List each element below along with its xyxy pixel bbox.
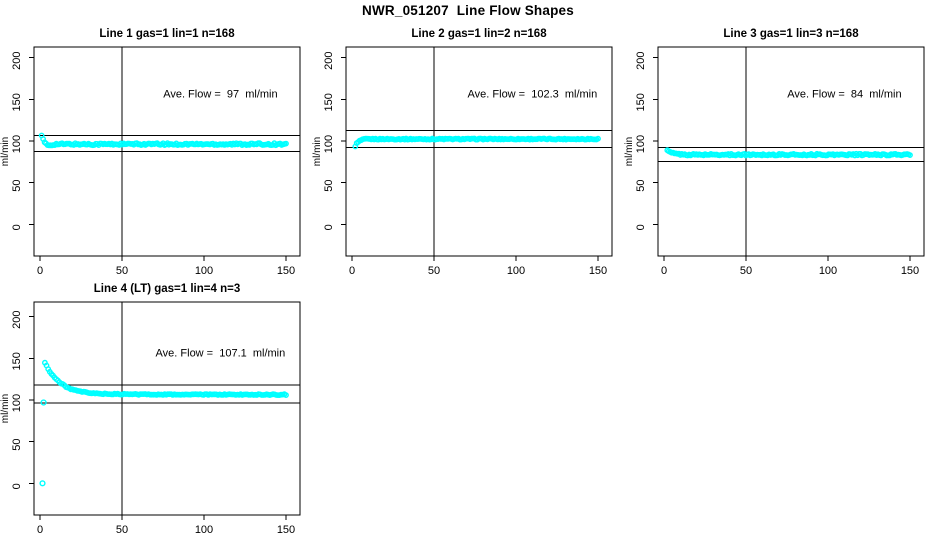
- x-tick-label: 50: [116, 524, 128, 536]
- x-tick-label: 0: [37, 524, 43, 536]
- y-tick-label: 0: [11, 224, 23, 230]
- data-series: [352, 135, 601, 150]
- y-tick-label: 150: [635, 93, 647, 111]
- avg-flow-annotation: Ave. Flow = 102.3 ml/min: [468, 89, 598, 101]
- y-axis-label: ml/min: [624, 137, 635, 166]
- outlier-point: [40, 399, 47, 406]
- data-point: [283, 140, 289, 147]
- subplot-title: Line 1 gas=1 lin=1 n=168: [99, 28, 235, 40]
- subplot-title: Line 3 gas=1 lin=3 n=168: [723, 28, 859, 40]
- y-tick-label: 50: [635, 180, 647, 192]
- plot-box: [33, 301, 301, 516]
- x-tick-label: 50: [428, 265, 440, 277]
- y-tick-label: 100: [635, 135, 647, 153]
- data-series: [38, 132, 289, 149]
- x-tick-label: 50: [116, 265, 128, 277]
- y-tick-label: 200: [635, 52, 647, 70]
- subplot-title: Line 4 (LT) gas=1 lin=4 n=3: [94, 283, 240, 295]
- y-axis-label: ml/min: [0, 394, 11, 423]
- avg-flow-annotation: Ave. Flow = 107.1 ml/min: [156, 348, 286, 360]
- plot-box: [657, 46, 925, 257]
- data-point: [595, 135, 601, 142]
- y-tick-label: 0: [635, 224, 647, 230]
- y-tick-label: 100: [11, 135, 23, 153]
- avg-flow-annotation: Ave. Flow = 84 ml/min: [787, 89, 901, 101]
- y-tick-label: 50: [323, 180, 335, 192]
- subplot-title: Line 2 gas=1 lin=2 n=168: [411, 28, 547, 40]
- data-point: [283, 392, 289, 398]
- y-tick-label: 50: [11, 180, 23, 192]
- x-tick-label: 0: [661, 265, 667, 277]
- y-tick-label: 100: [11, 394, 23, 412]
- y-tick-label: 200: [11, 52, 23, 70]
- plot-box: [33, 46, 301, 257]
- page-title: NWR_051207 Line Flow Shapes: [362, 3, 574, 18]
- y-tick-label: 150: [11, 352, 23, 370]
- y-tick-label: 50: [11, 439, 23, 451]
- x-tick-label: 0: [37, 265, 43, 277]
- y-tick-label: 0: [11, 483, 23, 489]
- x-tick-label: 150: [901, 265, 919, 277]
- outlier-point: [39, 480, 46, 487]
- y-axis-label: ml/min: [0, 137, 11, 166]
- x-tick-label: 100: [195, 524, 213, 536]
- plot-box: [345, 46, 613, 257]
- data-series: [39, 359, 289, 487]
- avg-flow-annotation: Ave. Flow = 97 ml/min: [163, 89, 277, 101]
- y-tick-label: 200: [323, 52, 335, 70]
- data-point: [907, 152, 913, 159]
- y-tick-label: 150: [323, 93, 335, 111]
- x-tick-label: 150: [589, 265, 607, 277]
- x-tick-label: 100: [819, 265, 837, 277]
- y-tick-label: 100: [323, 135, 335, 153]
- x-tick-label: 100: [195, 265, 213, 277]
- data-series: [664, 147, 913, 159]
- x-tick-label: 150: [277, 265, 295, 277]
- y-tick-label: 0: [323, 224, 335, 230]
- x-tick-label: 150: [277, 524, 295, 536]
- y-tick-label: 150: [11, 93, 23, 111]
- x-tick-label: 100: [507, 265, 525, 277]
- y-axis-label: ml/min: [312, 137, 323, 166]
- x-tick-label: 50: [740, 265, 752, 277]
- x-tick-label: 0: [349, 265, 355, 277]
- y-tick-label: 200: [11, 311, 23, 329]
